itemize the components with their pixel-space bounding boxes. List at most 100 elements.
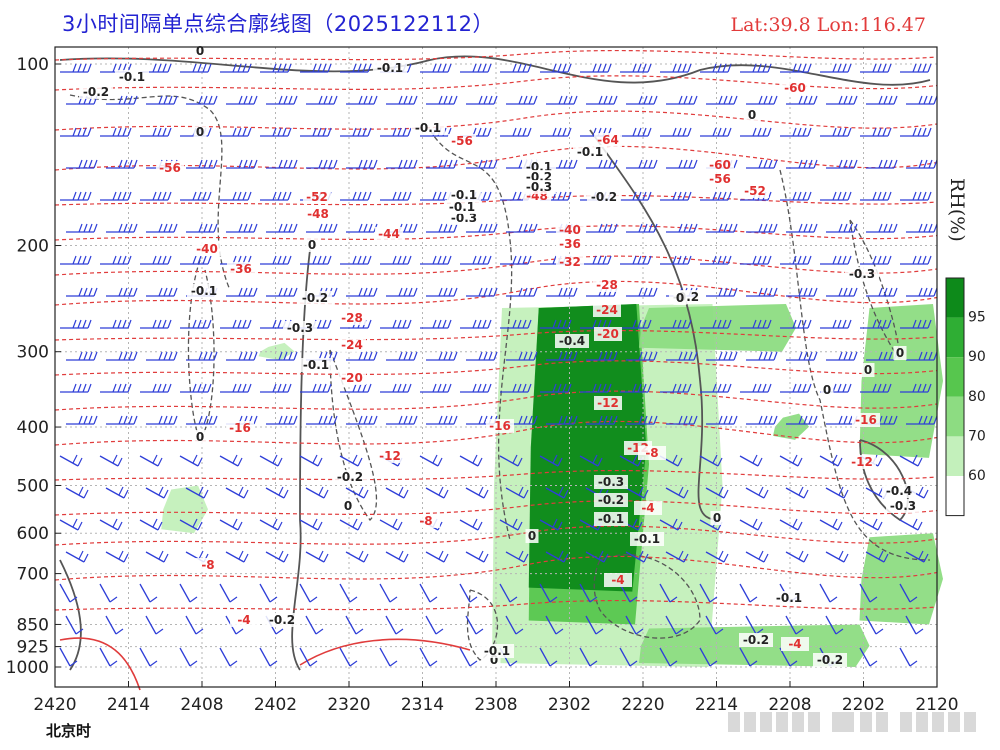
vertical-velocity-label: -0.2	[298, 291, 332, 305]
wind-barb	[785, 486, 809, 499]
wind-barb	[345, 615, 364, 635]
wind-barb	[740, 383, 772, 393]
svg-text:-60: -60	[784, 81, 806, 95]
wind-barb	[626, 287, 658, 297]
svg-text:-56: -56	[159, 161, 181, 175]
vertical-velocity-label: -0.1	[445, 200, 479, 214]
wind-barb	[459, 583, 478, 603]
wind-barb	[906, 159, 938, 169]
svg-text:-4: -4	[237, 613, 250, 627]
svg-text:0: 0	[528, 529, 536, 543]
wind-barb	[626, 95, 658, 105]
wind-barb	[420, 63, 452, 73]
vv-contour	[593, 554, 701, 639]
wind-barb	[66, 415, 98, 425]
svg-text:-0.3: -0.3	[849, 267, 875, 281]
wind-barb	[145, 486, 169, 499]
wind-barb	[179, 647, 198, 667]
vertical-velocity-label: -0.3	[283, 321, 317, 335]
svg-text:-0.3: -0.3	[451, 211, 477, 225]
wind-barb	[460, 319, 492, 329]
svg-text:-36: -36	[230, 262, 252, 276]
svg-text:-0.1: -0.1	[484, 644, 510, 658]
wind-barb	[820, 191, 852, 201]
wind-barb	[339, 454, 363, 467]
svg-text:-0.2: -0.2	[269, 613, 295, 627]
rh-fill-layer	[161, 303, 943, 667]
vertical-velocity-label: -0.1	[411, 121, 445, 135]
vv-contour	[779, 169, 931, 561]
wind-barb	[786, 223, 818, 233]
wind-barb	[299, 647, 318, 667]
colorbar-tick-label: 95	[968, 310, 986, 326]
wind-barb	[60, 127, 92, 137]
vertical-velocity-label: -0.3	[845, 267, 879, 281]
wind-barb	[585, 615, 604, 635]
wind-barb	[340, 127, 372, 137]
wind-barb	[579, 454, 603, 467]
temperature-label: -36	[556, 237, 584, 251]
wind-barb	[339, 647, 358, 667]
temp-contour	[54, 75, 938, 91]
svg-text:-0.2: -0.2	[743, 633, 769, 647]
wind-barb	[825, 486, 849, 499]
wind-barb	[346, 287, 378, 297]
temperature-label: -52	[741, 184, 769, 198]
temperature-label: -28	[593, 278, 621, 292]
svg-text:-64: -64	[597, 133, 619, 147]
wind-barb	[780, 319, 812, 329]
wind-barb	[905, 615, 924, 635]
wind-barb	[99, 647, 118, 667]
wind-barb	[539, 454, 563, 467]
wind-barb	[346, 415, 378, 425]
wind-barb	[466, 223, 498, 233]
wind-barb	[786, 159, 818, 169]
temp-contour	[54, 145, 938, 171]
wind-barb	[180, 255, 212, 265]
wind-barb	[426, 95, 458, 105]
svg-text:-0.1: -0.1	[191, 284, 217, 298]
vertical-velocity-label: 0	[820, 383, 834, 397]
vertical-velocity-label: -0.2	[79, 85, 113, 99]
svg-text:-0.2: -0.2	[302, 291, 328, 305]
wind-barb	[706, 223, 738, 233]
wind-barb	[65, 550, 89, 563]
svg-text:-0.1: -0.1	[119, 70, 145, 84]
svg-text:-0.3: -0.3	[526, 180, 552, 194]
vv-contour	[69, 94, 231, 291]
x-tick-label: 2308	[474, 695, 517, 715]
wind-barb	[106, 223, 138, 233]
wind-barb	[425, 550, 449, 563]
location-coordinates: Lat:39.8 Lon:116.47	[730, 14, 926, 36]
wind-barb	[780, 63, 812, 73]
wind-barb	[60, 255, 92, 265]
svg-text:-0.4: -0.4	[559, 334, 585, 348]
svg-text:-0.1: -0.1	[776, 591, 802, 605]
temp-contour-zero	[59, 637, 141, 691]
wind-barb	[140, 191, 172, 201]
wind-barb	[820, 127, 852, 137]
svg-text:-56: -56	[451, 134, 473, 148]
rh-region	[859, 303, 943, 458]
svg-text:-8: -8	[645, 446, 658, 460]
chart-title: 3小时间隔单点综合廓线图（2025122112）	[62, 12, 494, 36]
temperature-label: -12	[376, 449, 404, 463]
wind-barb	[466, 95, 498, 105]
wind-barb	[60, 383, 92, 393]
wind-barb	[866, 287, 898, 297]
temperature-label: -56	[448, 134, 476, 148]
colorbar-segment	[946, 396, 964, 437]
wind-barb	[340, 383, 372, 393]
wind-barb	[380, 319, 412, 329]
wind-barb	[820, 319, 852, 329]
vertical-velocity-label: -0.1	[299, 358, 333, 372]
wind-barb	[666, 351, 698, 361]
vertical-velocity-label: 0	[341, 499, 355, 513]
wind-barb	[266, 223, 298, 233]
svg-text:0: 0	[896, 346, 904, 360]
wind-barb	[579, 647, 598, 667]
x-tick-label: 2302	[548, 695, 591, 715]
wind-barb	[179, 518, 203, 531]
colorbar-frame	[945, 277, 965, 517]
wind-barb	[66, 159, 98, 169]
